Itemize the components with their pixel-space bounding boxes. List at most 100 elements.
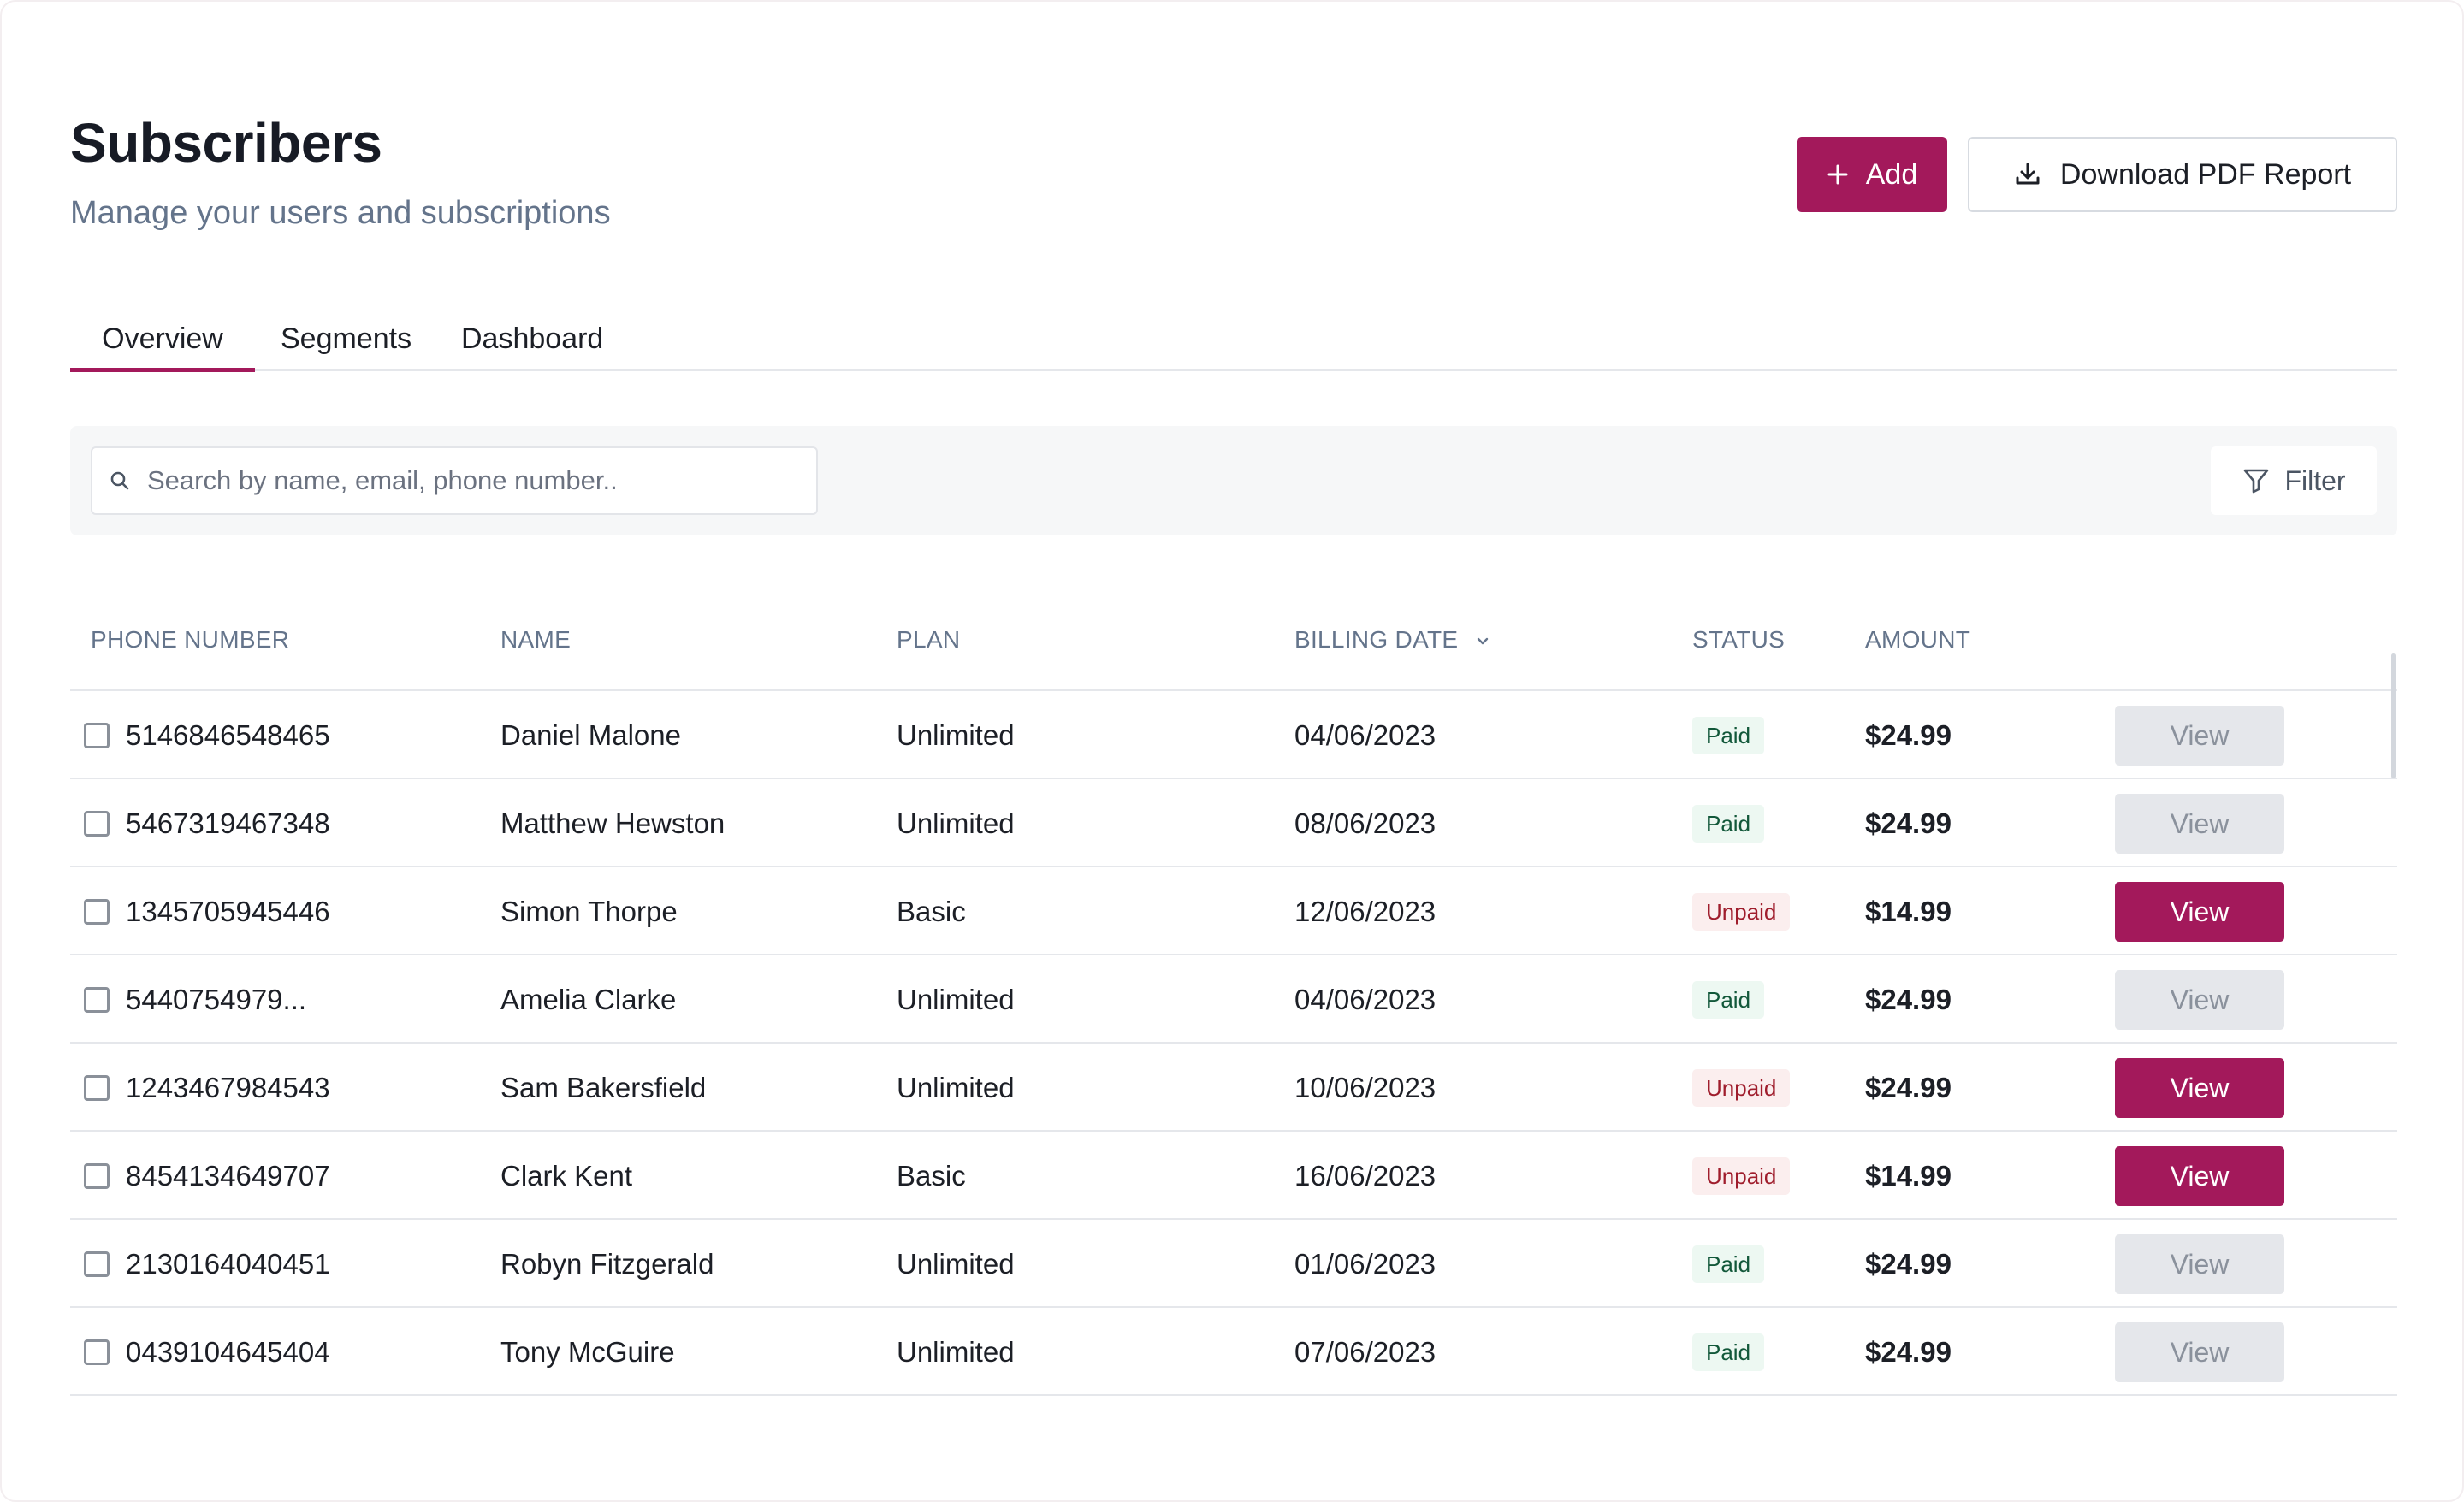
filter-button-label: Filter [2284, 464, 2346, 496]
status-badge: Unpaid [1692, 1157, 1791, 1195]
name-cell: Tony McGuire [500, 1336, 675, 1368]
phone-number-cell: 1243467984543 [126, 1072, 330, 1103]
view-button[interactable]: View [2115, 794, 2284, 854]
filter-button[interactable]: Filter [2211, 446, 2377, 515]
view-button[interactable]: View [2115, 882, 2284, 942]
column-header-name[interactable]: NAME [500, 626, 572, 653]
column-header-phone[interactable]: PHONE NUMBER [91, 626, 290, 653]
table-row: 5467319467348 Matthew Hewston Unlimited … [70, 779, 2397, 867]
billing-date-cell: 10/06/2023 [1294, 1072, 1436, 1103]
view-button[interactable]: View [2115, 970, 2284, 1030]
row-checkbox[interactable] [84, 1163, 110, 1189]
plus-icon [1827, 163, 1849, 186]
tab-overview[interactable]: Overview [70, 306, 255, 372]
table-scrollbar[interactable] [2391, 653, 2396, 778]
page-title: Subscribers [70, 112, 382, 174]
table-header: PHONE NUMBER NAME PLAN BILLING DATE STAT… [70, 600, 2397, 691]
search-icon [110, 470, 130, 491]
phone-number-cell: 0439104645404 [126, 1336, 330, 1368]
column-header-amount[interactable]: AMOUNT [1865, 626, 1971, 653]
name-cell: Sam Bakersfield [500, 1072, 707, 1103]
table-body: 5146846548465 Daniel Malone Unlimited 04… [70, 691, 2397, 1396]
billing-date-cell: 12/06/2023 [1294, 896, 1436, 927]
view-button[interactable]: View [2115, 706, 2284, 766]
billing-date-cell: 08/06/2023 [1294, 807, 1436, 839]
add-button-label: Add [1865, 157, 1918, 191]
plan-cell: Unlimited [897, 1248, 1015, 1280]
download-icon [2014, 161, 2041, 188]
row-checkbox[interactable] [84, 1251, 110, 1277]
name-cell: Matthew Hewston [500, 807, 726, 839]
plan-cell: Basic [897, 1160, 966, 1192]
phone-number-cell: 5440754979... [126, 984, 307, 1015]
table-row: 5146846548465 Daniel Malone Unlimited 04… [70, 691, 2397, 779]
plan-cell: Unlimited [897, 1072, 1015, 1103]
view-button[interactable]: View [2115, 1322, 2284, 1382]
billing-date-cell: 04/06/2023 [1294, 719, 1436, 751]
table-row: 8454134649707 Clark Kent Basic 16/06/202… [70, 1132, 2397, 1220]
table-row: 5440754979... Amelia Clarke Unlimited 04… [70, 955, 2397, 1044]
name-cell: Simon Thorpe [500, 896, 678, 927]
amount-cell: $24.99 [1865, 984, 1952, 1015]
chevron-down-icon [1475, 628, 1490, 655]
tab-segments[interactable]: Segments [281, 322, 412, 355]
billing-date-cell: 07/06/2023 [1294, 1336, 1436, 1368]
tab-dashboard[interactable]: Dashboard [461, 322, 604, 355]
row-checkbox[interactable] [84, 1339, 110, 1365]
row-checkbox[interactable] [84, 987, 110, 1013]
table-row: 1345705945446 Simon Thorpe Basic 12/06/2… [70, 867, 2397, 955]
download-button-label: Download PDF Report [2059, 157, 2352, 191]
column-header-plan[interactable]: PLAN [897, 626, 961, 653]
phone-number-cell: 8454134649707 [126, 1160, 330, 1192]
status-badge: Unpaid [1692, 1069, 1791, 1107]
status-badge: Paid [1692, 1333, 1765, 1371]
phone-number-cell: 5146846548465 [126, 719, 330, 751]
name-cell: Clark Kent [500, 1160, 633, 1192]
table-row: 0439104645404 Tony McGuire Unlimited 07/… [70, 1308, 2397, 1396]
status-badge: Paid [1692, 805, 1765, 843]
amount-cell: $24.99 [1865, 807, 1952, 839]
plan-cell: Unlimited [897, 719, 1015, 751]
row-checkbox[interactable] [84, 899, 110, 925]
download-pdf-report-button[interactable]: Download PDF Report [1968, 137, 2397, 212]
table-toolbar: Filter [70, 426, 2397, 535]
filter-icon [2242, 466, 2271, 495]
page-subtitle: Manage your users and subscriptions [70, 195, 611, 231]
amount-cell: $14.99 [1865, 896, 1952, 927]
phone-number-cell: 5467319467348 [126, 807, 330, 839]
view-button[interactable]: View [2115, 1058, 2284, 1118]
row-checkbox[interactable] [84, 811, 110, 837]
phone-number-cell: 2130164040451 [126, 1248, 330, 1280]
status-badge: Paid [1692, 981, 1765, 1019]
amount-cell: $24.99 [1865, 1336, 1952, 1368]
status-badge: Unpaid [1692, 893, 1791, 931]
table-row: 2130164040451 Robyn Fitzgerald Unlimited… [70, 1220, 2397, 1308]
plan-cell: Basic [897, 896, 966, 927]
row-checkbox[interactable] [84, 1075, 110, 1101]
amount-cell: $24.99 [1865, 1072, 1952, 1103]
search-input[interactable] [147, 465, 797, 496]
billing-date-header-label: BILLING DATE [1294, 626, 1459, 653]
view-button[interactable]: View [2115, 1146, 2284, 1206]
table-row: 1243467984543 Sam Bakersfield Unlimited … [70, 1044, 2397, 1132]
amount-cell: $24.99 [1865, 719, 1952, 751]
search-box [91, 446, 818, 515]
amount-cell: $14.99 [1865, 1160, 1952, 1192]
amount-cell: $24.99 [1865, 1248, 1952, 1280]
view-button[interactable]: View [2115, 1234, 2284, 1294]
plan-cell: Unlimited [897, 1336, 1015, 1368]
phone-number-cell: 1345705945446 [126, 896, 330, 927]
column-header-billing-date[interactable]: BILLING DATE [1294, 626, 1490, 655]
billing-date-cell: 16/06/2023 [1294, 1160, 1436, 1192]
status-badge: Paid [1692, 1245, 1765, 1283]
name-cell: Daniel Malone [500, 719, 681, 751]
column-header-status[interactable]: STATUS [1692, 626, 1786, 653]
row-checkbox[interactable] [84, 723, 110, 748]
add-button[interactable]: Add [1797, 137, 1947, 212]
billing-date-cell: 01/06/2023 [1294, 1248, 1436, 1280]
tab-bar: Overview Segments Dashboard [70, 306, 2397, 372]
name-cell: Robyn Fitzgerald [500, 1248, 714, 1280]
plan-cell: Unlimited [897, 984, 1015, 1015]
name-cell: Amelia Clarke [500, 984, 677, 1015]
